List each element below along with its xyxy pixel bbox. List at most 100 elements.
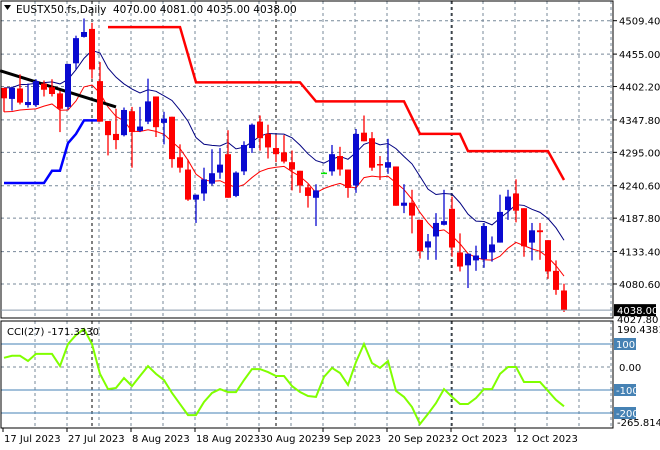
candle-body	[257, 121, 263, 139]
candles	[1, 18, 567, 312]
candle-body	[209, 173, 215, 184]
candle-body	[289, 162, 295, 170]
candle	[161, 111, 167, 145]
ohlc-values: 4070.00 4081.00 4035.00 4038.00	[113, 4, 297, 16]
candle	[17, 74, 23, 105]
date-label: 12 Oct 2023	[516, 434, 578, 445]
candle-body	[377, 164, 383, 166]
candle-body	[345, 169, 351, 188]
candle	[145, 78, 151, 125]
candle-body	[105, 121, 111, 136]
trendline	[0, 69, 117, 109]
candle-body	[537, 230, 543, 233]
price-tick-label: 4133.40	[619, 248, 660, 259]
candle-body	[89, 28, 95, 70]
cci-line	[3, 327, 565, 426]
candle-body	[241, 144, 247, 172]
candle-body	[481, 226, 487, 260]
candle-body	[425, 241, 431, 248]
candle	[265, 124, 271, 159]
candle	[153, 96, 159, 137]
candle-body	[513, 193, 519, 211]
candle	[41, 80, 47, 97]
candle-body	[57, 93, 63, 109]
candle	[433, 213, 439, 260]
candle	[241, 141, 247, 176]
candle-body	[449, 208, 455, 248]
price-tick-label: 4295.00	[619, 148, 660, 159]
candle-body	[529, 230, 535, 243]
candle-body	[169, 116, 175, 160]
cci-level-label: -100	[616, 386, 639, 397]
candle	[89, 22, 95, 79]
candle-body	[145, 101, 151, 122]
cci-level-badge	[614, 338, 636, 350]
candle-body	[361, 132, 367, 142]
candle-body	[433, 222, 439, 237]
chart-frame	[0, 0, 614, 429]
candle	[385, 138, 391, 174]
date-label: 9 Sep 2023	[324, 434, 381, 445]
symbol-label: EUSTX50.fs,Daily	[16, 4, 106, 16]
candle-body	[17, 88, 23, 103]
current-price-badge	[614, 304, 656, 317]
candle-body	[505, 196, 511, 211]
candle	[553, 260, 559, 295]
candle	[249, 123, 255, 153]
candle	[465, 253, 471, 289]
candle	[497, 194, 503, 243]
candle	[401, 184, 407, 214]
candle	[361, 115, 367, 142]
candle	[233, 171, 239, 198]
moving-average-low	[3, 84, 565, 277]
candle	[313, 184, 319, 227]
candle	[489, 236, 495, 262]
current-price-label: 4038.00	[617, 306, 658, 317]
candle-body	[401, 202, 407, 206]
candle	[449, 196, 455, 257]
cci-level-label: 0.00	[619, 363, 641, 374]
cci-max-label: 190.4381	[617, 325, 660, 336]
date-label: 2 Oct 2023	[452, 434, 507, 445]
candle-body	[409, 202, 415, 216]
candle-body	[129, 111, 135, 133]
candle-body	[473, 255, 479, 261]
cci-label: CCI(27) -171.3330	[7, 327, 99, 338]
candle-body	[497, 211, 503, 243]
cci-level-badge	[614, 384, 636, 396]
candle-body	[321, 172, 327, 175]
candle	[129, 106, 135, 168]
upper-band-line	[108, 25, 566, 181]
candle	[201, 167, 207, 201]
price-tick-label: 4402.20	[619, 83, 660, 94]
candle-body	[313, 190, 319, 198]
candle	[321, 171, 327, 175]
candle	[537, 222, 543, 260]
cci-panel: 100 0.00 -100 -200 190.4381 -265.8146	[1, 325, 660, 429]
dropdown-triangle-icon[interactable]	[4, 5, 11, 10]
candle	[217, 148, 223, 179]
candle-body	[393, 166, 399, 206]
candle-body	[233, 172, 239, 196]
lower-band-line	[4, 119, 100, 185]
candle	[209, 149, 215, 186]
candle	[457, 233, 463, 272]
candle	[177, 144, 183, 173]
candle-body	[249, 124, 255, 149]
candle	[273, 135, 279, 163]
candle	[425, 234, 431, 260]
candle	[297, 170, 303, 193]
candle	[225, 130, 231, 198]
candle	[33, 79, 39, 107]
candle	[545, 240, 551, 279]
candle-body	[441, 221, 447, 225]
candle-body	[73, 38, 79, 64]
candle-body	[561, 290, 567, 311]
price-tick-label: 4240.60	[619, 182, 660, 193]
candle-body	[65, 63, 71, 107]
candle-body	[121, 109, 127, 136]
candle-body	[337, 156, 343, 170]
price-tick-label: 4080.60	[619, 280, 660, 291]
candle	[137, 106, 143, 133]
